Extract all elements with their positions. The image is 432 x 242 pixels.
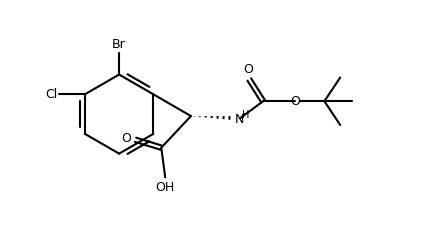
Text: O: O [122,132,132,145]
Text: O: O [290,95,300,108]
Text: O: O [243,62,253,76]
Text: H: H [242,110,249,120]
Text: Cl: Cl [45,88,57,101]
Text: N: N [235,113,244,126]
Text: OH: OH [156,181,175,194]
Text: Br: Br [112,38,126,51]
